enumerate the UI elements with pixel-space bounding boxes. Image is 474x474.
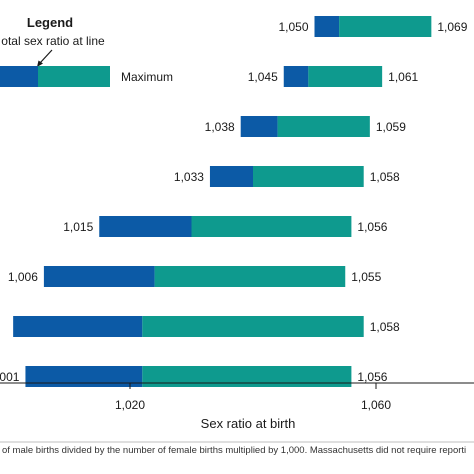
range-bar-lower-segment [283,66,309,87]
legend-title: Legend [27,15,73,30]
max-value-label: 1,055 [351,270,381,284]
bars-layer: 1,050 1,069 1,045 1,061 1,038 1,059 1,033 1,058… [0,16,468,387]
legend-lower-segment [0,66,38,87]
range-bar-lower-segment [43,266,155,287]
min-value-label: 1,038 [205,120,235,134]
range-bar-row: 001 1,056 [0,366,388,387]
range-bar-lower-segment [13,316,143,337]
x-axis-title: Sex ratio at birth [201,416,296,431]
legend-max-label: Maximum [121,70,173,84]
legend: Legend otal sex ratio at line Maximum [0,15,173,87]
range-bar-upper-segment [154,266,346,287]
max-value-label: 1,059 [376,120,406,134]
range-bar-lower-segment [209,166,253,187]
range-bar-lower-segment [25,366,143,387]
range-bar-row: 1,033 1,058 [174,166,400,187]
min-value-label: 001 [0,370,20,384]
range-bar-upper-segment [308,66,383,87]
range-bar-upper-segment [277,116,370,137]
min-value-label: 1,050 [278,20,308,34]
range-bar-row: 1,038 1,059 [205,116,406,137]
min-value-label: 1,045 [248,70,278,84]
x-tick-label: 1,020 [115,398,145,412]
range-bar-row: 1,050 1,069 [278,16,468,37]
max-value-label: 1,058 [370,170,400,184]
footnote: of male births divided by the number of … [2,445,466,456]
range-bar-upper-segment [142,316,364,337]
range-bar-lower-segment [314,16,340,37]
range-bar-upper-segment [191,216,352,237]
min-value-label: 1,033 [174,170,204,184]
legend-line-label: otal sex ratio at line [1,34,105,48]
max-value-label: 1,069 [437,20,467,34]
min-value-label: 1,015 [63,220,93,234]
range-bar-upper-segment [253,166,364,187]
range-bar-lower-segment [240,116,278,137]
max-value-label: 1,056 [357,220,387,234]
x-tick-label: 1,060 [361,398,391,412]
legend-arrowhead-icon [37,60,43,67]
legend-upper-segment [38,66,110,87]
range-bar-upper-segment [142,366,352,387]
max-value-label: 1,061 [388,70,418,84]
range-bar-row: 1,006 1,055 [8,266,382,287]
range-bar-row: 1,058 [13,316,400,337]
max-value-label: 1,058 [370,320,400,334]
x-axis: 1,020 1,060 [0,382,474,412]
range-bar-row: 1,045 1,061 [248,66,419,87]
min-value-label: 1,006 [8,270,38,284]
max-value-label: 1,056 [357,370,387,384]
range-bar-row: 1,015 1,056 [63,216,388,237]
range-bar-lower-segment [99,216,192,237]
legend-arrow [39,49,53,64]
range-bar-upper-segment [339,16,432,37]
